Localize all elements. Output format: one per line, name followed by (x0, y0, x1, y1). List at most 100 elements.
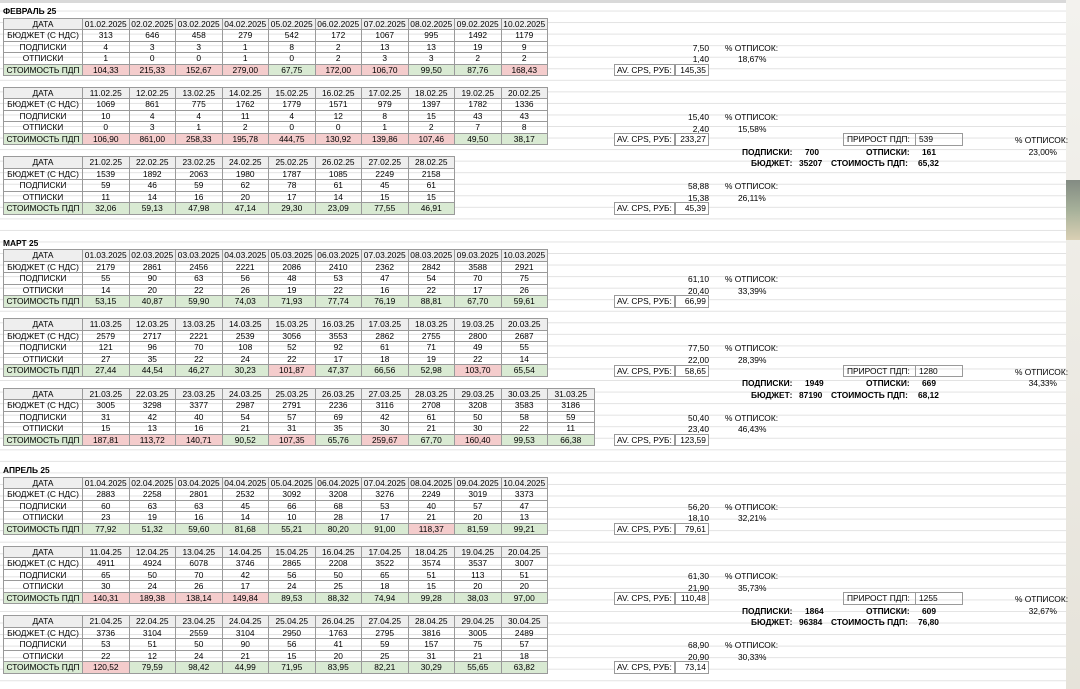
cell[interactable]: 01.03.2025 (82, 249, 130, 262)
cell[interactable]: 9 (500, 40, 548, 54)
cell[interactable]: 2 (314, 52, 362, 65)
cell[interactable]: 15.04.25 (268, 545, 316, 559)
cell[interactable]: 11 (82, 190, 130, 204)
cell[interactable]: 3092 (268, 488, 316, 501)
cell[interactable]: 160,40 (454, 433, 502, 447)
cell[interactable]: 59,61 (500, 295, 548, 308)
cell[interactable]: 46,27 (175, 364, 223, 377)
cell[interactable]: 50 (314, 568, 362, 582)
av-cps-value[interactable]: 73,14 (674, 661, 709, 674)
cell[interactable]: 444,75 (268, 132, 316, 146)
cell[interactable]: 3377 (175, 399, 223, 412)
cell[interactable]: 20 (128, 283, 176, 297)
cell[interactable]: 05.02.2025 (268, 17, 316, 31)
cell[interactable]: 22 (175, 352, 223, 366)
cell[interactable]: 99,53 (500, 433, 548, 447)
cell[interactable]: 59 (361, 638, 409, 651)
cell[interactable]: 50 (128, 568, 176, 582)
cell[interactable]: 22 (268, 352, 316, 366)
cell[interactable]: 20.04.25 (500, 545, 548, 559)
cell[interactable]: 47,14 (221, 202, 269, 215)
cell[interactable]: 76,19 (361, 295, 409, 308)
cell[interactable]: 16 (361, 283, 409, 297)
cell[interactable]: 65 (82, 568, 130, 582)
cell[interactable]: 26 (175, 580, 223, 593)
cell[interactable]: 8 (500, 121, 548, 134)
cell[interactable]: 05.03.2025 (268, 249, 316, 262)
cell[interactable]: 3522 (361, 557, 409, 570)
cell[interactable]: 06.04.2025 (314, 476, 362, 490)
cell[interactable]: 1779 (268, 98, 316, 111)
cell[interactable]: 31 (268, 422, 316, 435)
cell[interactable]: 31.03.25 (547, 387, 595, 401)
cell[interactable]: 130,92 (314, 132, 362, 146)
cell[interactable]: 13 (361, 40, 409, 54)
cell[interactable]: 74,94 (361, 591, 409, 605)
cell[interactable]: 1762 (221, 98, 269, 111)
av-cps-value[interactable]: 58,65 (674, 364, 709, 378)
cell[interactable]: 50 (454, 410, 502, 424)
cell[interactable]: 90 (221, 638, 269, 651)
cell[interactable]: 01.02.2025 (82, 17, 130, 31)
cell[interactable]: 22 (454, 352, 502, 366)
cell[interactable]: 21 (407, 422, 455, 435)
cell[interactable]: 51,32 (128, 522, 176, 536)
cell[interactable]: 2865 (268, 557, 316, 570)
cell[interactable]: 26.03.25 (314, 387, 362, 401)
cell[interactable]: 56 (268, 568, 316, 582)
cell[interactable]: 98,42 (175, 661, 223, 674)
cell[interactable]: 61 (361, 341, 409, 354)
cell[interactable]: 995 (407, 29, 455, 42)
cell[interactable]: 65,54 (500, 364, 548, 377)
cell[interactable]: 01.04.2025 (82, 476, 130, 490)
cell[interactable]: 17 (314, 352, 362, 366)
cell[interactable]: 04.03.2025 (221, 249, 269, 262)
cell[interactable]: 1067 (361, 29, 409, 42)
cell[interactable]: 1397 (407, 98, 455, 111)
cell[interactable]: 279 (221, 29, 269, 42)
cell[interactable]: 07.03.2025 (361, 249, 409, 262)
cell[interactable]: 17.04.25 (361, 545, 409, 559)
cell[interactable]: 18.03.25 (407, 318, 455, 331)
cell[interactable]: 65 (361, 568, 409, 582)
cell[interactable]: 61 (314, 179, 362, 192)
cell[interactable]: 06.03.2025 (314, 249, 362, 262)
growth-value[interactable]: 539 (915, 133, 963, 146)
cell[interactable]: 21.02.25 (82, 156, 130, 169)
cell[interactable]: 25.02.25 (268, 156, 316, 169)
cell[interactable]: 20 (500, 580, 548, 593)
cell[interactable]: 3298 (128, 399, 176, 412)
cell[interactable]: 258,33 (175, 132, 223, 146)
cell[interactable]: 139,86 (361, 132, 409, 146)
cell[interactable]: 3736 (82, 626, 130, 640)
av-cps-value[interactable]: 110,48 (674, 592, 709, 605)
cell[interactable]: 18.04.25 (407, 545, 455, 559)
cell[interactable]: 67,70 (454, 295, 502, 308)
cell[interactable]: 149,84 (221, 591, 269, 605)
cell[interactable]: 3116 (361, 399, 409, 412)
cell[interactable]: 09.02.2025 (454, 17, 502, 31)
cell[interactable]: 172,00 (314, 63, 362, 77)
cell[interactable]: 71,93 (268, 295, 316, 308)
cell[interactable]: 16 (175, 190, 223, 204)
cell[interactable]: 3186 (547, 399, 595, 412)
cell[interactable]: 120,52 (82, 661, 130, 674)
cell[interactable]: 10.03.2025 (500, 249, 548, 262)
cell[interactable]: 47 (500, 499, 548, 513)
cell[interactable]: 23.03.25 (175, 387, 223, 401)
cell[interactable]: 7 (454, 121, 502, 134)
cell[interactable]: 70 (454, 272, 502, 285)
cell[interactable]: 861,00 (128, 132, 176, 146)
cell[interactable]: 58 (500, 410, 548, 424)
cell[interactable]: 18.02.25 (407, 86, 455, 100)
cell[interactable]: 91,00 (361, 522, 409, 536)
cell[interactable]: 55 (500, 341, 548, 354)
cell[interactable]: 121 (82, 341, 130, 354)
cell[interactable]: 92 (314, 341, 362, 354)
cell[interactable]: 2539 (221, 329, 269, 343)
cell[interactable]: 29.04.25 (454, 615, 502, 628)
cell[interactable]: 138,14 (175, 591, 223, 605)
cell[interactable]: 2086 (268, 260, 316, 274)
cell[interactable]: 66 (268, 499, 316, 513)
cell[interactable]: 54 (407, 272, 455, 285)
